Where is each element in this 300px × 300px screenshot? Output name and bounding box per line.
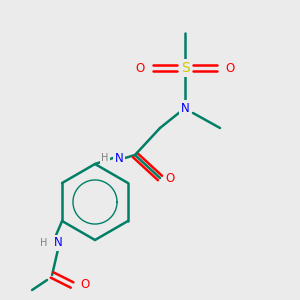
Text: N: N — [181, 101, 189, 115]
Text: N: N — [115, 152, 123, 164]
Text: O: O — [80, 278, 90, 292]
Text: O: O — [165, 172, 175, 184]
Text: H: H — [40, 238, 48, 248]
Text: N: N — [54, 236, 62, 250]
Text: O: O — [225, 61, 235, 74]
Text: S: S — [181, 61, 189, 75]
Text: H: H — [101, 153, 109, 163]
Text: O: O — [135, 61, 145, 74]
